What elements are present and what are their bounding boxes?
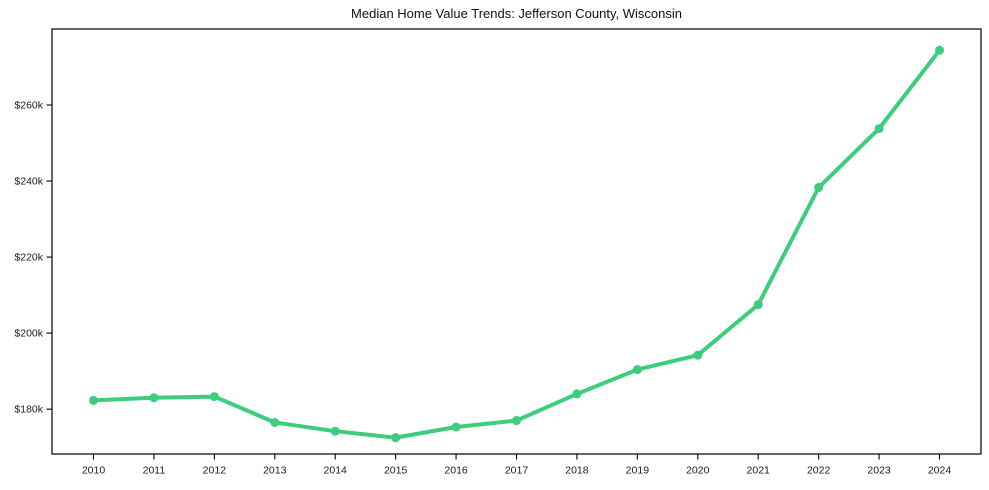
- y-tick-label: $260k: [14, 100, 43, 112]
- chart-title: Median Home Value Trends: Jefferson Coun…: [351, 6, 682, 21]
- data-point-2020: [693, 350, 703, 360]
- x-tick-label: 2012: [203, 465, 227, 477]
- plot-border: [51, 28, 982, 455]
- data-point-2014: [330, 426, 340, 436]
- data-point-2013: [270, 417, 280, 427]
- x-tick-label: 2024: [928, 465, 952, 477]
- y-tick-label: $200k: [14, 328, 43, 340]
- data-point-2010: [89, 395, 98, 405]
- data-point-2022: [814, 183, 824, 193]
- x-tick-label: 2013: [263, 465, 287, 477]
- data-point-2011: [149, 393, 159, 403]
- data-point-2019: [632, 365, 642, 375]
- x-tick-label: 2016: [444, 465, 468, 477]
- x-tick-label: 2015: [384, 465, 408, 477]
- y-tick-label: $220k: [14, 252, 43, 264]
- data-point-2012: [209, 392, 219, 402]
- x-tick-label: 2019: [626, 465, 650, 477]
- x-tick-label: 2021: [747, 465, 771, 477]
- trend-line: [91, 48, 942, 440]
- y-tick-label: $240k: [14, 176, 43, 188]
- data-point-2017: [512, 416, 521, 426]
- x-tick-label: 2014: [324, 465, 348, 477]
- x-tick-label: 2011: [143, 465, 166, 477]
- data-point-2024: [935, 45, 944, 55]
- data-point-2015: [391, 433, 401, 443]
- data-point-2023: [874, 124, 884, 134]
- x-tick-label: 2020: [686, 465, 710, 477]
- x-tick-label: 2023: [867, 465, 891, 477]
- y-tick-label: $180k: [14, 404, 43, 416]
- x-tick-label: 2010: [82, 465, 106, 477]
- x-tick-label: 2018: [565, 465, 589, 477]
- data-point-2021: [753, 300, 763, 310]
- x-tick-label: 2022: [807, 465, 831, 477]
- data-point-2016: [451, 422, 461, 432]
- data-point-2018: [572, 389, 582, 399]
- x-tick-label: 2017: [505, 465, 529, 477]
